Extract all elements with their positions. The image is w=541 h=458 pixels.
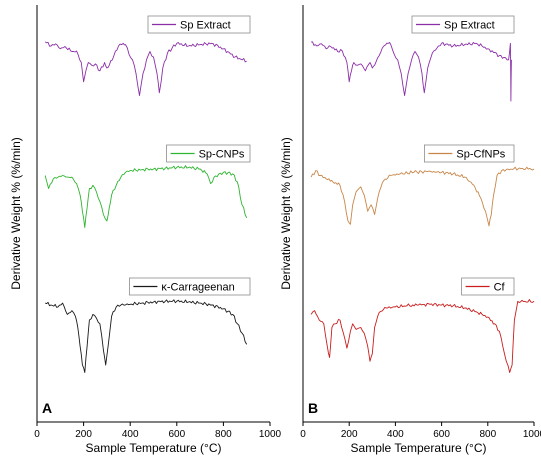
x-tick-label: 800 — [215, 429, 232, 440]
legend: κ-Carrageenan — [128, 277, 251, 296]
y-axis-title: Derivative Weight % (%/min) — [279, 137, 293, 289]
x-tick-label: 800 — [479, 429, 496, 440]
panel-a: 0 200 400 600 800 1000 Sample Temperature (°C)… — [9, 5, 282, 455]
x-tick-label: 400 — [387, 429, 404, 440]
x-tick-label: 600 — [168, 429, 185, 440]
panel-b: 0 200 400 600 800 1000 Sample Temperature (°C)… — [279, 5, 541, 455]
legend-box — [423, 144, 515, 163]
legend: Sp-CNPs — [166, 144, 251, 163]
legend-box — [128, 277, 251, 296]
series-line-sp-extract — [311, 41, 512, 102]
legend-label: κ-Carrageenan — [161, 282, 234, 294]
series-line-sp-cnps — [44, 165, 248, 228]
x-tick-label: 200 — [341, 429, 358, 440]
legend: Sp Extract — [411, 15, 515, 34]
legend-box — [411, 15, 515, 34]
series-line--carrageenan — [45, 299, 248, 373]
series-line-sp-extract — [44, 41, 247, 96]
x-tick-label: 1000 — [259, 429, 282, 440]
x-axis-title: Sample Temperature (°C) — [86, 441, 222, 455]
y-axis-title: Derivative Weight % (%/min) — [9, 137, 23, 289]
x-tick-label: 1000 — [523, 429, 541, 440]
legend-label: Sp Extract — [444, 20, 495, 32]
legend-box — [147, 15, 251, 34]
series-line-sp-cfnps — [310, 166, 535, 227]
series-line-cf — [310, 299, 535, 373]
panel-letter: A — [42, 400, 52, 416]
x-tick-label: 0 — [300, 429, 306, 440]
x-tick-label: 200 — [75, 429, 92, 440]
x-axis-title: Sample Temperature (°C) — [351, 441, 487, 455]
legend: Sp Extract — [147, 15, 251, 34]
legend-label: Sp-CNPs — [199, 149, 245, 161]
x-tick-label: 600 — [433, 429, 450, 440]
x-tick-label: 0 — [34, 429, 40, 440]
panel-letter: B — [308, 400, 318, 416]
x-tick-label: 400 — [122, 429, 139, 440]
legend-label: Cf — [494, 282, 506, 294]
legend-label: Sp-CfNPs — [456, 149, 505, 161]
legend: Cf — [461, 277, 515, 296]
legend-box — [166, 144, 251, 163]
legend: Sp-CfNPs — [423, 144, 515, 163]
legend-label: Sp Extract — [180, 20, 231, 32]
